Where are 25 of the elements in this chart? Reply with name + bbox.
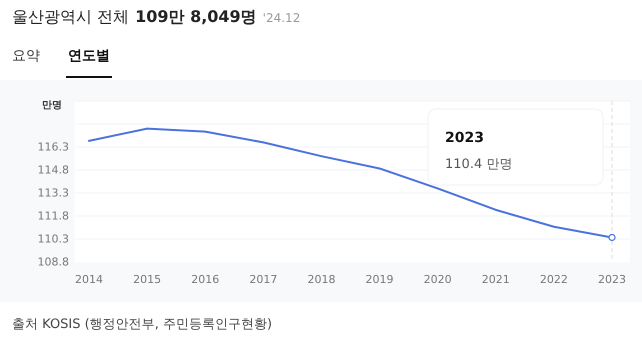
annotation: 2023 [445, 130, 484, 146]
x-tick-label: 2023 [598, 272, 626, 286]
x-tick-label: 2016 [191, 272, 220, 286]
x-tick-label: 2018 [307, 272, 336, 286]
y-tick-label: 108.8 [38, 256, 69, 269]
chart-subtitle: 109만 8,049명 [135, 7, 257, 26]
x-tick-label: 2019 [366, 272, 394, 286]
y-tick-label: 113.3 [38, 186, 69, 200]
text: '24.12 [262, 11, 300, 25]
x-tick-label: 2022 [540, 272, 568, 286]
y-tick-label: 116.3 [38, 140, 69, 154]
source-note: 출처 KOSIS (행정안전부, 주민등록인구현황) [12, 317, 272, 332]
x-tick-label: 2020 [424, 272, 452, 286]
text: 요약 [12, 48, 40, 64]
x-tick-label: 2015 [133, 272, 162, 286]
text: 연도별 [68, 48, 110, 64]
annotation: 110.4 만명 [445, 157, 512, 172]
y-axis-title: 만명 [42, 100, 62, 111]
chart-title: 울산광역시 전체 [12, 7, 130, 26]
x-tick-label: 2021 [482, 272, 510, 286]
x-tick-label: 2017 [249, 272, 278, 286]
y-tick-label: 114.8 [38, 164, 69, 177]
y-tick-label: 110.3 [38, 232, 69, 246]
x-tick-label: 2014 [75, 272, 103, 286]
y-tick-label: 111.8 [38, 210, 69, 223]
